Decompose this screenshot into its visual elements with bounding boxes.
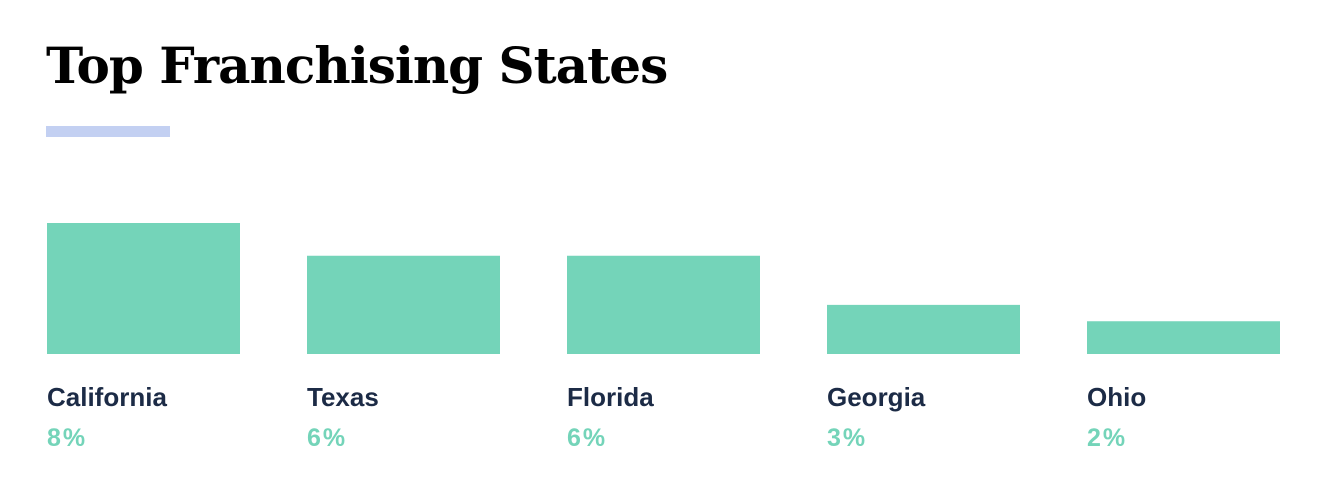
value-label-florida: 6% bbox=[567, 424, 607, 452]
value-label-ohio: 2% bbox=[1087, 424, 1127, 452]
title-underline bbox=[46, 126, 170, 137]
bar-california bbox=[47, 223, 240, 354]
bar-ohio bbox=[1087, 321, 1280, 354]
bars-group bbox=[47, 223, 1280, 354]
bar-florida bbox=[567, 255, 760, 354]
bar-texas bbox=[307, 255, 500, 354]
category-label-ohio: Ohio bbox=[1087, 382, 1146, 412]
category-label-texas: Texas bbox=[307, 382, 379, 412]
category-label-california: California bbox=[47, 382, 167, 412]
value-label-georgia: 3% bbox=[827, 424, 867, 452]
value-label-texas: 6% bbox=[307, 424, 347, 452]
bar-georgia bbox=[827, 304, 1020, 354]
labels-group: California 8% Texas 6% Florida 6% Georgia 3% Ohi… bbox=[47, 382, 1146, 452]
category-label-georgia: Georgia bbox=[827, 382, 926, 412]
chart-title: Top Franchising States bbox=[46, 36, 668, 95]
value-label-california: 8% bbox=[47, 424, 87, 452]
category-label-florida: Florida bbox=[567, 382, 654, 412]
